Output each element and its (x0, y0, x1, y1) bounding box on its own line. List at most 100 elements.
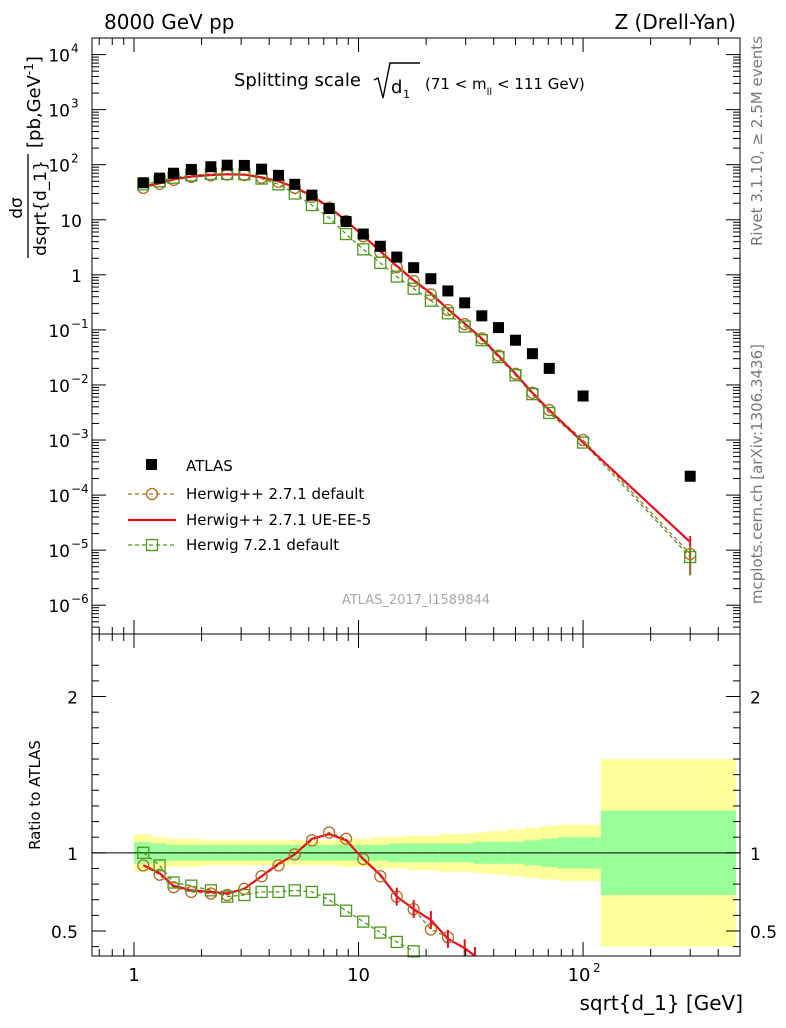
y-tick-label: 10 (48, 432, 70, 452)
marker-atlas (408, 262, 420, 274)
marker-atlas (323, 203, 335, 215)
y-tick-label: 10 (48, 542, 70, 562)
y-tick-label: 1 (71, 267, 82, 287)
ratio-marker-herwigpp-default (137, 859, 150, 872)
ratio-marker-herwig7-default (305, 885, 319, 899)
marker-herwig7-default (424, 294, 438, 307)
marker-herwigpp-default (407, 274, 420, 288)
marker-herwig7-default (441, 307, 455, 320)
ratio-marker-herwigpp-default (255, 870, 268, 883)
main-ylabel-unit-sup: -1 (22, 63, 36, 75)
marker-atlas (526, 348, 538, 360)
ratio-marker-herwig7-default (323, 893, 336, 906)
main-title-var: d (391, 77, 402, 98)
header-right: Z (Drell-Yan) (614, 10, 736, 34)
marker-atlas (543, 362, 555, 374)
marker-atlas (577, 390, 589, 402)
y-tick-label-exponent: 3 (71, 97, 79, 111)
legend-label-atlas: ATLAS (186, 457, 233, 475)
marker-atlas (256, 163, 268, 175)
marker-atlas (205, 161, 217, 173)
ratio-marker-herwigpp-default (185, 885, 198, 899)
main-series (137, 159, 697, 576)
marker-atlas (137, 177, 149, 189)
ratio-marker-herwig7-default (339, 904, 353, 917)
ratio-marker-herwigpp-default (305, 834, 319, 847)
marker-atlas (391, 251, 403, 263)
main-ylabel-den: dsqrt{d_1} (31, 160, 51, 256)
marker-atlas (476, 310, 488, 322)
marker-herwig7-default (543, 406, 556, 420)
ratio-marker-herwigpp-default (238, 882, 251, 895)
x-tick-label-exponent: 2 (593, 961, 601, 975)
marker-atlas (154, 172, 166, 184)
marker-herwig7-default (339, 227, 353, 241)
ratio-marker-herwig7-default (185, 879, 198, 892)
ratio-marker-herwig7-default (407, 945, 420, 958)
marker-herwig7-default (526, 388, 539, 401)
ratio-marker-herwig7-default (221, 890, 234, 903)
ratio-marker-herwig7-default (272, 885, 285, 899)
legend-label-herwigpp-default: Herwig++ 2.7.1 default (186, 485, 364, 503)
ratio-marker-herwigpp-default (323, 826, 336, 839)
ratio-marker-herwig7-default (374, 926, 387, 939)
marker-herwig7-default (458, 320, 471, 333)
main-ylabel-num: dσ (7, 197, 27, 219)
marker-atlas (306, 189, 318, 201)
legend: ATLAS Herwig++ 2.7.1 default Herwig++ 2.… (128, 457, 371, 554)
legend-label-herwig7-default: Herwig 7.2.1 default (186, 536, 339, 554)
main-ylabel-unit: [pb,GeV-1] (22, 56, 45, 148)
marker-herwig7-default (357, 243, 370, 256)
marker-atlas (459, 297, 471, 309)
marker-herwigpp-default (424, 288, 438, 301)
marker-herwig7-default (576, 436, 590, 449)
ratio-marker-herwigpp-default (339, 832, 353, 845)
marker-herwig7-default (407, 282, 420, 295)
ratio-y-tick-label: 1 (67, 845, 78, 865)
marker-atlas (684, 470, 696, 482)
ratio-marker-herwig7-default (153, 859, 166, 872)
header-left: 8000 GeV pp (104, 10, 235, 34)
main-title: Splitting scale (234, 70, 361, 91)
y-tick-label-exponent: 2 (71, 152, 79, 166)
ratio-marker-herwig7-default (288, 884, 301, 897)
marker-herwig7-default (509, 369, 522, 382)
y-tick-label: 10 (48, 157, 70, 177)
y-tick-label: 10 (48, 377, 70, 397)
y-tick-label: 10 (48, 322, 70, 342)
ratio-line-herwigpp-ueee5 (142, 832, 476, 956)
ratio-marker-herwigpp-default (357, 852, 370, 866)
ratio-marker-herwig7-default (137, 846, 150, 859)
rivet-label: Rivet 3.1.10, ≥ 2.5M events (748, 36, 766, 246)
y-tick-label-exponent: −1 (71, 317, 89, 331)
marker-atlas (238, 159, 250, 171)
legend-marker-atlas (146, 459, 157, 470)
x-tick-label: 10 (347, 965, 370, 986)
ratio-line-herwig7-default (142, 852, 415, 952)
y-tick-label-exponent: −2 (71, 372, 89, 386)
marker-atlas (357, 228, 369, 240)
marker-atlas (340, 216, 352, 228)
marker-herwig7-default (374, 256, 387, 270)
marker-herwig7-default (684, 550, 697, 564)
marker-atlas (272, 169, 284, 181)
mcplots-label: mcplots.cern.ch [arXiv:1306.3436] (748, 344, 766, 604)
analysis-watermark: ATLAS_2017_I1589844 (342, 593, 490, 608)
y-tick-label: 10 (48, 597, 70, 617)
marker-atlas (221, 159, 233, 171)
main-title-text: Splitting scale (234, 70, 361, 91)
marker-atlas (289, 178, 301, 190)
marker-atlas (442, 285, 454, 297)
ratio-marker-herwigpp-default (272, 859, 285, 872)
x-tick-label: 1 (128, 965, 139, 986)
ratio-y-tick-label-right: 1 (750, 845, 761, 865)
ratio-marker-herwig7-default (357, 915, 370, 928)
marker-herwig7-default (475, 334, 488, 347)
ratio-marker-herwig7-default (255, 885, 268, 899)
y-tick-label-exponent: −6 (71, 592, 89, 606)
ratio-marker-herwig7-default (204, 884, 218, 897)
main-title-cut-post: < 111 GeV) (492, 75, 584, 93)
ratio-ticks: 1 10 10 22 21 10.5 0.5 (51, 634, 777, 986)
ratio-plot-frame (91, 633, 741, 957)
